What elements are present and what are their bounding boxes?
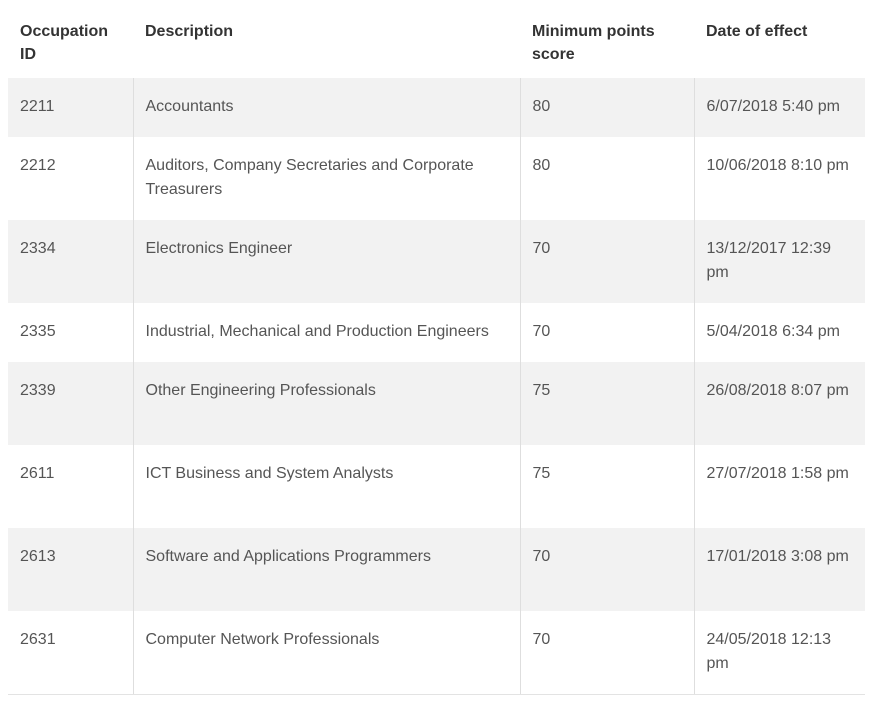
cell-date-of-effect: 27/07/2018 1:58 pm bbox=[693, 445, 865, 528]
cell-occupation-id: 2631 bbox=[8, 611, 133, 695]
table-body: 2211 Accountants 80 6/07/2018 5:40 pm 22… bbox=[8, 78, 865, 695]
cell-minimum-points: 75 bbox=[519, 362, 694, 445]
cell-occupation-id: 2613 bbox=[8, 528, 133, 611]
occupation-points-table: Occupation ID Description Minimum points… bbox=[8, 8, 865, 695]
cell-minimum-points: 70 bbox=[519, 220, 694, 303]
table-row: 2631 Computer Network Professionals 70 2… bbox=[8, 611, 865, 695]
cell-minimum-points: 70 bbox=[519, 611, 694, 695]
table-row: 2211 Accountants 80 6/07/2018 5:40 pm bbox=[8, 78, 865, 137]
header-row: Occupation ID Description Minimum points… bbox=[8, 8, 865, 78]
cell-description: Industrial, Mechanical and Production En… bbox=[132, 303, 520, 362]
cell-description: Electronics Engineer bbox=[132, 220, 520, 303]
cell-minimum-points: 80 bbox=[519, 78, 694, 137]
table-header: Occupation ID Description Minimum points… bbox=[8, 8, 865, 78]
cell-description: Other Engineering Professionals bbox=[132, 362, 520, 445]
table-row: 2334 Electronics Engineer 70 13/12/2017 … bbox=[8, 220, 865, 303]
cell-description: Auditors, Company Secretaries and Corpor… bbox=[132, 137, 520, 220]
cell-minimum-points: 80 bbox=[519, 137, 694, 220]
cell-occupation-id: 2611 bbox=[8, 445, 133, 528]
cell-date-of-effect: 24/05/2018 12:13 pm bbox=[693, 611, 865, 695]
cell-description: Computer Network Professionals bbox=[132, 611, 520, 695]
occupation-table-container: Occupation ID Description Minimum points… bbox=[8, 8, 865, 695]
cell-date-of-effect: 13/12/2017 12:39 pm bbox=[693, 220, 865, 303]
cell-minimum-points: 75 bbox=[519, 445, 694, 528]
header-description: Description bbox=[145, 23, 234, 40]
cell-minimum-points: 70 bbox=[519, 303, 694, 362]
cell-minimum-points: 70 bbox=[519, 528, 694, 611]
table-row: 2335 Industrial, Mechanical and Producti… bbox=[8, 303, 865, 362]
cell-occupation-id: 2335 bbox=[8, 303, 133, 362]
header-date-of-effect: Date of effect bbox=[706, 23, 808, 40]
cell-occupation-id: 2212 bbox=[8, 137, 133, 220]
cell-occupation-id: 2334 bbox=[8, 220, 133, 303]
cell-description: Accountants bbox=[132, 78, 520, 137]
cell-date-of-effect: 5/04/2018 6:34 pm bbox=[693, 303, 865, 362]
header-occupation-id: Occupation ID bbox=[20, 23, 109, 63]
cell-date-of-effect: 17/01/2018 3:08 pm bbox=[693, 528, 865, 611]
cell-description: ICT Business and System Analysts bbox=[132, 445, 520, 528]
cell-occupation-id: 2339 bbox=[8, 362, 133, 445]
cell-date-of-effect: 10/06/2018 8:10 pm bbox=[693, 137, 865, 220]
cell-description: Software and Applications Programmers bbox=[132, 528, 520, 611]
cell-date-of-effect: 6/07/2018 5:40 pm bbox=[693, 78, 865, 137]
header-minimum-points-score: Minimum points score bbox=[532, 23, 655, 63]
table-row: 2613 Software and Applications Programme… bbox=[8, 528, 865, 611]
table-row: 2611 ICT Business and System Analysts 75… bbox=[8, 445, 865, 528]
table-row: 2212 Auditors, Company Secretaries and C… bbox=[8, 137, 865, 220]
cell-date-of-effect: 26/08/2018 8:07 pm bbox=[693, 362, 865, 445]
cell-occupation-id: 2211 bbox=[8, 78, 133, 137]
table-row: 2339 Other Engineering Professionals 75 … bbox=[8, 362, 865, 445]
